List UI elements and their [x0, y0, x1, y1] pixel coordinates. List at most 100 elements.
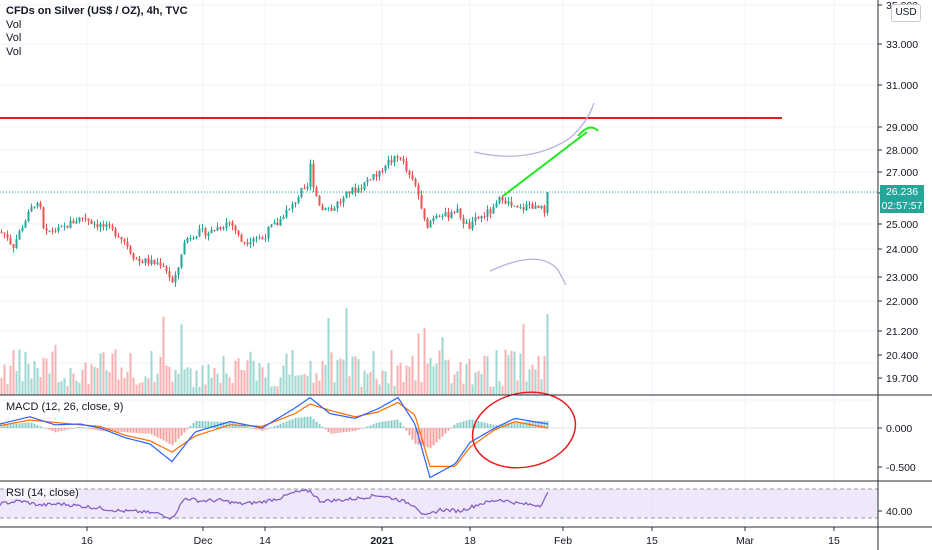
- volume-bar: [123, 378, 126, 395]
- macd-histogram-bar: [342, 428, 345, 433]
- volume-bar: [102, 352, 105, 395]
- candle-body: [9, 237, 12, 245]
- candle-body: [408, 171, 411, 176]
- macd-histogram-bar: [258, 428, 261, 431]
- macd-histogram-bar: [393, 419, 396, 428]
- time-axis[interactable]: 16 Dec 14 2021 18 Feb 15 Mar 15: [81, 527, 840, 547]
- macd-histogram-bar: [270, 427, 273, 429]
- candle-body: [342, 197, 345, 203]
- macd-histogram-bar: [141, 428, 144, 434]
- candle-body: [381, 170, 384, 172]
- candle-body: [336, 201, 339, 209]
- volume-bar: [333, 382, 336, 395]
- volume-bar: [42, 357, 45, 395]
- volume-bar: [66, 386, 69, 395]
- macd-histogram-bar: [525, 421, 528, 428]
- macd-histogram-bar: [444, 428, 447, 434]
- candle-body: [405, 161, 408, 172]
- volume-bar: [288, 374, 291, 395]
- candle-body: [0, 232, 3, 234]
- macd-histogram-bar: [267, 428, 270, 429]
- macd-histogram-bar: [153, 428, 156, 436]
- volume-bar: [537, 355, 540, 395]
- volume-bar: [450, 383, 453, 395]
- macd-histogram-bar: [57, 428, 60, 432]
- currency-button[interactable]: USD: [891, 4, 921, 22]
- candle-body: [534, 205, 537, 209]
- candle-body: [36, 203, 39, 207]
- candle-body: [525, 204, 528, 210]
- candle-body: [288, 208, 291, 210]
- macd-histogram-bar: [540, 421, 543, 428]
- candle-body: [384, 165, 387, 171]
- candle-body: [111, 225, 114, 229]
- volume-bar: [39, 376, 42, 395]
- macd-label[interactable]: MACD (12, 26, close, 9): [6, 401, 124, 413]
- candle-body: [42, 207, 45, 229]
- macd-histogram-bar: [126, 428, 129, 433]
- volume-bar: [291, 350, 294, 395]
- candle-body: [18, 230, 21, 240]
- candle-body: [48, 230, 51, 232]
- macd-tick-label: 0.000: [886, 423, 912, 435]
- volume-bar: [273, 386, 276, 395]
- price-tick-label: 22.000: [886, 296, 918, 308]
- volume-bar: [222, 355, 225, 395]
- macd-histogram-bar: [90, 428, 93, 429]
- candle-body: [498, 196, 501, 204]
- volume-bar: [465, 363, 468, 395]
- rsi-label[interactable]: RSI (14, close): [6, 487, 79, 499]
- candle-body: [429, 221, 432, 228]
- candle-body: [45, 228, 48, 231]
- study-volume-2[interactable]: Vol: [6, 32, 22, 44]
- candle-body: [237, 230, 240, 235]
- volume-bar: [285, 353, 288, 395]
- candle-body: [402, 159, 405, 162]
- macd-histogram-bar: [123, 428, 126, 433]
- time-tick-label: 18: [464, 535, 476, 547]
- volume-bar: [480, 373, 483, 395]
- macd-histogram-bar: [84, 427, 87, 429]
- candle-body: [243, 241, 246, 243]
- price-axis[interactable]: 35.00033.00031.00029.00028.00027.00026.0…: [878, 0, 918, 518]
- macd-histogram-bar: [6, 424, 9, 428]
- macd-histogram-bar: [264, 428, 267, 430]
- macd-histogram-bar: [87, 428, 90, 429]
- macd-histogram-bar: [357, 428, 360, 430]
- macd-tick-label: -0.500: [886, 462, 916, 474]
- candle-body: [189, 238, 192, 240]
- volume-bar: [531, 364, 534, 395]
- candle-body: [33, 206, 36, 208]
- macd-histogram-bar: [252, 428, 255, 429]
- bar-countdown-tag: 02:57:57: [880, 199, 924, 213]
- macd-histogram-bar: [495, 424, 498, 428]
- macd-histogram-bar: [435, 428, 438, 443]
- candle-body: [279, 219, 282, 226]
- candle-body: [180, 254, 183, 268]
- volume-bar: [519, 353, 522, 395]
- macd-histogram-bar: [48, 428, 51, 430]
- macd-histogram-bar: [255, 428, 258, 430]
- volume-bar: [435, 363, 438, 395]
- candle-body: [369, 179, 372, 181]
- candle-body: [393, 156, 396, 163]
- study-volume-1[interactable]: Vol: [6, 18, 22, 31]
- candle-body: [120, 237, 123, 240]
- volume-bar: [213, 368, 216, 395]
- candle-body: [414, 178, 417, 186]
- symbol-title[interactable]: CFDs on Silver (US$ / OZ), 4h, TVC: [6, 5, 188, 17]
- macd-histogram-bar: [483, 422, 486, 428]
- candle-body: [216, 227, 219, 231]
- price-tick-label: 27.000: [886, 167, 918, 179]
- candle-body: [171, 277, 174, 283]
- volume-bar: [294, 375, 297, 395]
- study-volume-3[interactable]: Vol: [6, 45, 22, 58]
- candle-body: [138, 258, 141, 262]
- macd-histogram-bar: [366, 426, 369, 428]
- candle-body: [219, 227, 222, 229]
- macd-histogram-bar: [93, 428, 96, 430]
- candle-body: [432, 218, 435, 222]
- candle-body: [60, 226, 63, 228]
- macd-histogram-bar: [438, 428, 441, 440]
- candle-body: [345, 191, 348, 198]
